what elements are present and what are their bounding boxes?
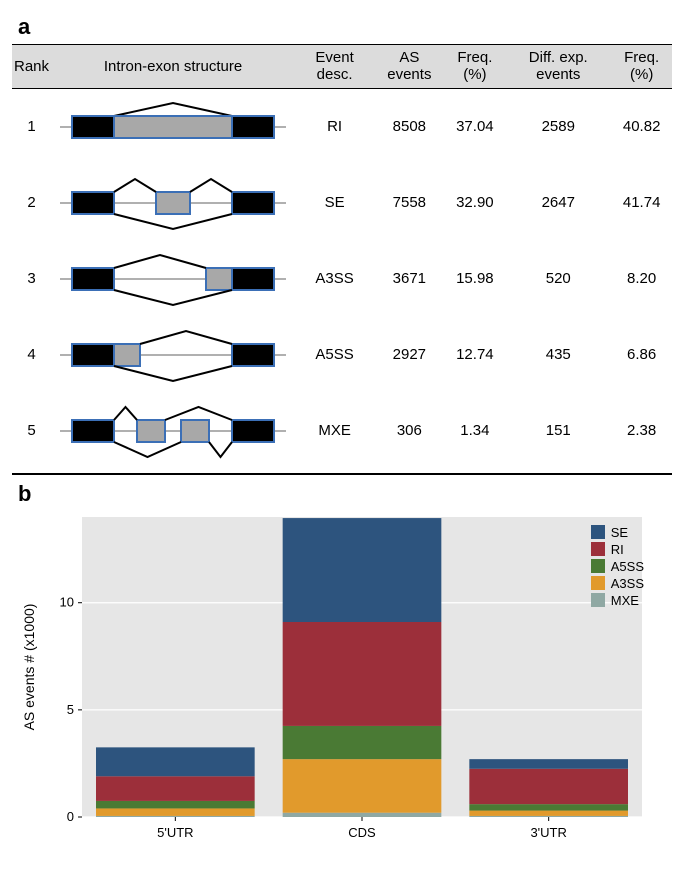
intron-exon-diagram: [51, 88, 295, 165]
col-dfreq: Freq.(%): [611, 45, 672, 89]
panel-a-label: a: [18, 14, 673, 40]
legend-label: A5SS: [611, 559, 644, 574]
col-diff: Diff. exp. events: [505, 45, 611, 89]
legend-label: SE: [611, 525, 628, 540]
svg-text:AS events # (x1000): AS events # (x1000): [21, 603, 37, 730]
as-events-table: Rank Intron-exon structure Event desc. A…: [12, 44, 672, 469]
legend-item: RI: [591, 542, 644, 557]
legend-swatch: [591, 525, 605, 539]
legend-swatch: [591, 559, 605, 573]
col-rank: Rank: [12, 45, 51, 89]
svg-text:0: 0: [67, 809, 74, 824]
table-row: 1RI850837.04258940.82: [12, 88, 672, 165]
intron-exon-diagram: [51, 165, 295, 241]
legend-item: A3SS: [591, 576, 644, 591]
stacked-bar-chart: 0 5 10 5'UTR CDS 3'UTR AS events # (x1000): [12, 507, 672, 862]
svg-text:CDS: CDS: [348, 825, 376, 840]
col-structure: Intron-exon structure: [51, 45, 295, 89]
legend-item: MXE: [591, 593, 644, 608]
table-row: 4A5SS292712.744356.86: [12, 317, 672, 393]
chart-legend: SE RI A5SS A3SS MXE: [591, 525, 644, 610]
svg-text:5: 5: [67, 701, 74, 716]
svg-text:5'UTR: 5'UTR: [157, 825, 193, 840]
legend-label: MXE: [611, 593, 639, 608]
intron-exon-diagram: [51, 241, 295, 317]
intron-exon-diagram: [51, 393, 295, 469]
col-desc: Event desc.: [295, 45, 374, 89]
panel-b-label: b: [18, 481, 672, 507]
legend-item: SE: [591, 525, 644, 540]
intron-exon-diagram: [51, 317, 295, 393]
col-events: AS events: [374, 45, 444, 89]
legend-swatch: [591, 542, 605, 556]
svg-text:10: 10: [60, 594, 74, 609]
col-freq: Freq.(%): [445, 45, 506, 89]
legend-item: A5SS: [591, 559, 644, 574]
legend-label: A3SS: [611, 576, 644, 591]
table-row: 5MXE3061.341512.38: [12, 393, 672, 469]
legend-swatch: [591, 593, 605, 607]
legend-swatch: [591, 576, 605, 590]
table-row: 3A3SS367115.985208.20: [12, 241, 672, 317]
table-row: 2SE755832.90264741.74: [12, 165, 672, 241]
legend-label: RI: [611, 542, 624, 557]
svg-text:3'UTR: 3'UTR: [530, 825, 566, 840]
table-bottom-rule: [12, 473, 672, 475]
